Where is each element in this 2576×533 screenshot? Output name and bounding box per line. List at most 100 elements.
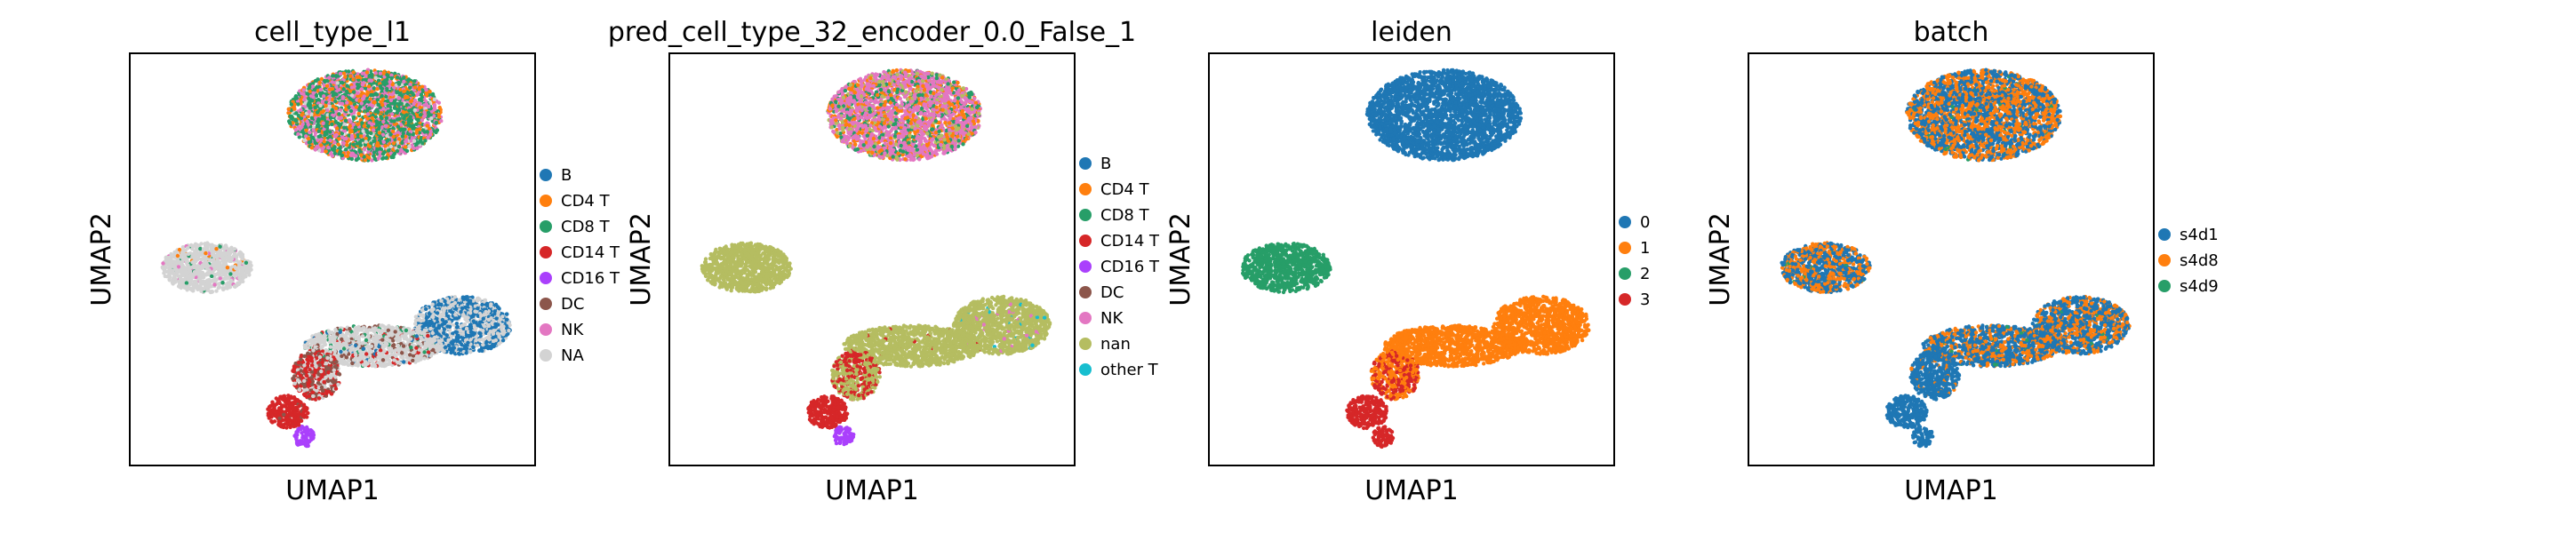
scatter-point xyxy=(471,314,476,319)
scatter-point xyxy=(209,258,213,262)
scatter-point xyxy=(247,273,252,277)
scatter-point xyxy=(315,110,320,115)
scatter-point xyxy=(429,116,434,121)
scatter-point xyxy=(427,311,431,316)
scatter-point xyxy=(240,266,244,270)
scatter-point xyxy=(365,107,370,112)
scatter-point xyxy=(385,88,389,92)
scatter-point xyxy=(322,115,326,120)
scatter-point xyxy=(313,147,317,152)
scatter-point xyxy=(319,143,324,147)
scatter-point xyxy=(476,297,481,302)
scatter-point xyxy=(160,265,164,269)
scatter-point xyxy=(241,270,245,275)
scatter-point xyxy=(491,343,495,348)
scatter-point xyxy=(322,139,326,144)
scatter-point xyxy=(369,92,373,98)
scatter-point xyxy=(405,91,410,96)
scatter-point xyxy=(228,272,233,276)
scatter-point xyxy=(310,135,316,140)
scatter-point xyxy=(351,77,356,82)
scatter-point xyxy=(389,155,394,160)
scatter-point xyxy=(449,334,454,339)
scatter-point xyxy=(198,272,204,276)
scatter-point xyxy=(234,266,238,271)
scatter-point xyxy=(349,85,355,90)
scatter-point xyxy=(326,146,331,150)
scatter-point xyxy=(307,96,311,101)
scatter-point xyxy=(348,108,354,114)
scatter-point xyxy=(324,149,328,154)
scatter-point xyxy=(238,254,244,259)
scatter-point xyxy=(412,139,417,143)
scatter-point xyxy=(293,95,298,99)
scatter-point xyxy=(293,128,299,132)
scatter-point xyxy=(468,349,473,354)
scatter-point xyxy=(471,319,476,323)
scatter-point xyxy=(214,255,219,259)
scatter-point xyxy=(332,134,338,139)
scatter-point xyxy=(402,76,406,80)
scatter-point xyxy=(378,134,382,139)
scatter-point xyxy=(480,348,484,354)
scatter-point xyxy=(396,96,402,100)
scatter-point xyxy=(179,285,183,290)
scatter-point xyxy=(321,121,325,126)
scatter-point xyxy=(400,134,405,139)
scatter-point xyxy=(330,122,334,127)
scatter-point xyxy=(391,134,396,139)
scatter-point xyxy=(351,142,356,147)
scatter-point xyxy=(320,109,324,115)
scatter-point xyxy=(228,278,233,282)
scatter-point xyxy=(389,76,394,81)
scatter-point xyxy=(183,284,188,289)
scatter-point xyxy=(374,107,379,113)
scatter-point xyxy=(359,153,364,157)
scatter-point xyxy=(450,310,455,314)
scatter-point xyxy=(337,137,341,141)
scatter-point xyxy=(214,247,219,251)
scatter-point xyxy=(169,257,173,262)
scatter-point xyxy=(296,102,300,107)
scatter-points xyxy=(160,68,512,449)
scatter-point xyxy=(453,306,459,311)
scatter-point xyxy=(175,253,180,259)
scatter-point xyxy=(381,82,386,86)
scatter-point xyxy=(425,130,429,134)
scatter-point xyxy=(224,271,228,275)
scatter-point xyxy=(395,110,399,115)
scatter-point xyxy=(213,279,218,283)
scatter-point xyxy=(210,274,214,279)
scatter-point xyxy=(422,114,428,118)
scatter-point xyxy=(372,128,376,132)
scatter-point xyxy=(190,243,195,248)
scatter-point xyxy=(468,311,473,315)
scatter-point xyxy=(376,78,381,83)
scatter-point xyxy=(412,146,416,150)
scatter-point xyxy=(476,306,480,311)
scatter-point xyxy=(200,266,204,270)
scatter-point xyxy=(444,345,448,349)
scatter-point xyxy=(396,144,402,149)
scatter-point xyxy=(288,121,292,125)
scatter-point xyxy=(206,288,211,292)
scatter-point xyxy=(460,306,465,311)
scatter-point xyxy=(361,129,365,133)
scatter-point xyxy=(320,99,325,104)
scatter-point xyxy=(374,119,379,123)
scatter-point xyxy=(170,268,175,273)
scatter-point xyxy=(340,96,345,100)
scatter-point xyxy=(442,327,446,331)
scatter-point xyxy=(494,316,499,321)
scatter-point xyxy=(176,260,180,266)
scatter-point xyxy=(368,97,372,101)
scatter-point xyxy=(466,302,470,306)
scatter-point xyxy=(403,145,408,149)
scatter-point xyxy=(443,298,447,304)
scatter-point xyxy=(451,348,455,354)
scatter-point xyxy=(343,75,348,79)
scatter-point xyxy=(364,70,370,75)
scatter-point xyxy=(486,331,492,337)
scatter-point xyxy=(349,156,354,162)
scatter-point xyxy=(210,289,214,294)
